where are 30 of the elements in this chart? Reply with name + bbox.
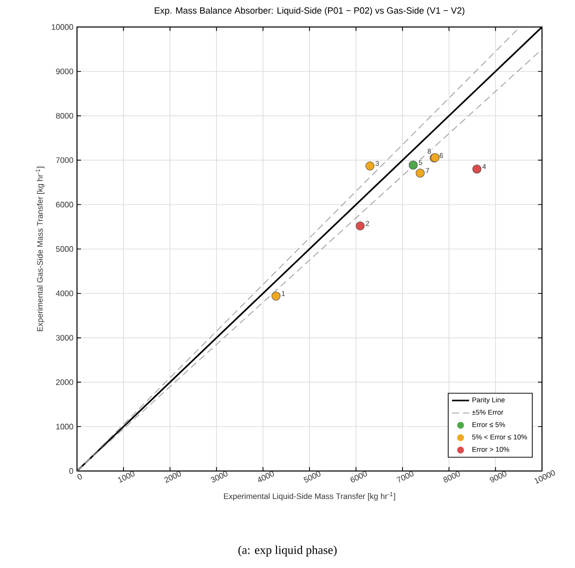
y-tick-label: 5000 bbox=[56, 246, 74, 252]
point bbox=[408, 160, 418, 170]
y-tick-label: 2000 bbox=[56, 379, 74, 386]
y-tick-label: 8000 bbox=[56, 112, 74, 119]
y-axis-title: Experimental Gas-Side Mass Transfer [kg hr$^{-1}$] bbox=[36, 166, 44, 332]
chart-title: Exp. Mass Balance Absorber: Liquid-Side (P01 − P02) vs Gas-Side (V1 − V2) bbox=[154, 7, 464, 16]
point bbox=[472, 164, 482, 174]
x-tick-label: 0 bbox=[77, 474, 82, 480]
point bbox=[356, 221, 365, 230]
y-tick-label: 3000 bbox=[56, 334, 74, 341]
y-tick-label: 6000 bbox=[56, 202, 74, 208]
x-tick-label: 5000 bbox=[304, 471, 320, 482]
y-tick-label: 7000 bbox=[56, 157, 74, 164]
x-tick-label: 6000 bbox=[350, 471, 367, 482]
y-tick-label: 10000 bbox=[52, 24, 74, 30]
point bbox=[416, 168, 425, 178]
text: (a: exp liquid phase) bbox=[238, 546, 337, 556]
x-axis-title: Experimental Liquid-Side Mass Transfer [kg hr$^{-1}$] bbox=[224, 492, 396, 501]
y-tick-label: 1000 bbox=[56, 424, 74, 430]
y-tick-label: 9000 bbox=[56, 68, 74, 74]
x-tick-label: 3000 bbox=[210, 471, 228, 482]
point bbox=[366, 162, 374, 170]
point bbox=[272, 292, 280, 301]
x-tick-label: 9000 bbox=[490, 471, 506, 482]
y-tick-label: 4000 bbox=[56, 290, 74, 296]
x-tick-label: 4000 bbox=[258, 471, 274, 482]
x-tick-label: 2000 bbox=[164, 471, 181, 483]
x-tick-label: 7000 bbox=[396, 471, 414, 482]
x-tick-label: 8000 bbox=[443, 471, 460, 482]
x-tick-label: 1000 bbox=[118, 471, 134, 483]
